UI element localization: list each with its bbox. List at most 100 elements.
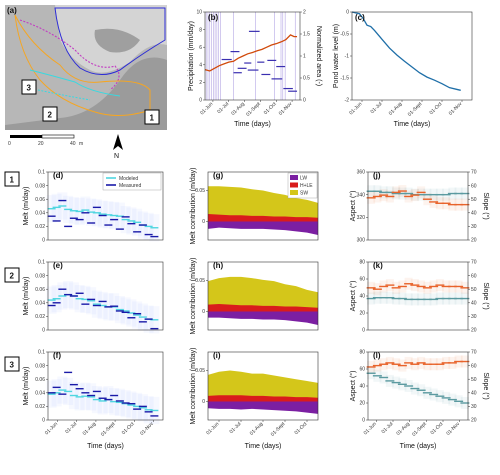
sw-area — [208, 186, 318, 222]
chart-k: 0 20 40 60 80 20 30 40 50 60 70 Aspect (°) Slope (°)… — [349, 260, 490, 334]
chart-l: 0 20 40 60 80 20 30 40 50 60 70 Aspect (°) Slope (°)… — [349, 350, 490, 450]
y-tick-label: 8 — [199, 27, 202, 33]
y-tick-label: 0.08 — [35, 363, 45, 369]
panel-label: (i) — [213, 351, 221, 360]
svg-text:m: m — [79, 141, 83, 147]
y-tick-label: 0.1 — [38, 350, 45, 356]
panel-label: (g) — [213, 171, 224, 180]
x-tick-label: 01-Sept — [407, 101, 424, 118]
plot-frame — [367, 171, 469, 241]
svg-text:1: 1 — [150, 114, 155, 123]
x-tick-label: 01-Aug — [230, 101, 246, 117]
y-tick-label: 0 — [42, 418, 45, 424]
y-tick-label: 0 — [202, 219, 205, 225]
svg-text:3: 3 — [27, 84, 32, 93]
x-tick-label: 01-Oct — [263, 101, 278, 116]
y-tick-label: 0.05 — [195, 368, 205, 374]
sw-area — [208, 276, 318, 312]
y-tick-label: 4 — [199, 63, 202, 69]
y2-tick-label: 30 — [471, 404, 477, 410]
panel-label: (j) — [373, 171, 381, 180]
y2-tick-label: 30 — [471, 314, 477, 320]
x-tick-label: 01-Jul — [381, 421, 395, 435]
x-tick-label: 01-Sept — [245, 101, 262, 118]
y-tick-label: 0.08 — [35, 273, 45, 279]
x-tick-label: 01-Jul — [64, 421, 78, 435]
y2-tick-label: 50 — [471, 197, 477, 203]
y-tick-label: 10 — [196, 10, 202, 16]
y2-tick-label: 60 — [471, 273, 477, 279]
panel-label: (k) — [373, 261, 383, 270]
y-tick-label: -1.5 — [340, 76, 349, 82]
y-tick-label: 40 — [359, 294, 365, 300]
y-tick-label: 80 — [359, 260, 365, 266]
y2-tick-label: 40 — [471, 391, 477, 397]
y-tick-label: 20 — [359, 311, 365, 317]
sw-area — [208, 370, 318, 402]
panel-label: (h) — [213, 261, 224, 270]
row-label-2: 2 — [4, 267, 20, 283]
panel-label: (l) — [373, 351, 381, 360]
legend-label: H+LE — [300, 183, 313, 189]
x-tick-label: 01-Jul — [370, 101, 384, 115]
y-tick-label: -1 — [345, 54, 350, 60]
chart-j: 300 320 340 360 20 30 40 50 60 70 Aspect (°) Slope … — [349, 170, 490, 244]
x-tick-label: 01-Jun — [205, 421, 220, 436]
y-axis-label: Aspect (°) — [349, 371, 357, 402]
chart-e: 0 0.02 0.04 0.06 0.08 0.1 Melt (m/day) (e) — [23, 260, 164, 334]
y-tick-label: 0.06 — [35, 287, 45, 293]
x-tick-label: 01-Aug — [82, 421, 98, 437]
y2-tick-label: 20 — [471, 238, 477, 244]
y-tick-label: 60 — [359, 367, 365, 373]
y2-tick-label: 70 — [471, 350, 477, 356]
x-tick-label: 01-Jun — [348, 101, 363, 116]
plot-frame — [204, 11, 301, 101]
legend-modeled-label: Modeled — [119, 176, 138, 182]
y-tick-label: 0.05 — [195, 278, 205, 284]
y-tick-label: 0 — [202, 309, 205, 315]
map-panel: (a) 3 2 1 0 20 40 m N — [5, 5, 167, 160]
map-site-3: 3 — [21, 79, 37, 95]
map-site-1: 1 — [144, 109, 160, 125]
y2-axis-label: Slope (°) — [482, 192, 490, 219]
x-tick-label: 01-Oct — [294, 421, 309, 436]
y2-tick-label: 40 — [471, 211, 477, 217]
x-tick-label: 01-Jul — [229, 421, 243, 435]
svg-text:2: 2 — [48, 111, 53, 120]
y-tick-label: 360 — [357, 170, 366, 176]
y-axis-label: Pond water level (m) — [333, 24, 340, 88]
map-site-2: 2 — [42, 106, 58, 122]
legend-box — [102, 172, 162, 191]
y-tick-label: 40 — [359, 384, 365, 390]
y-tick-label: 0.02 — [35, 224, 45, 230]
panel-label: (d) — [53, 171, 64, 180]
y-axis-label: Melt (m/day) — [23, 187, 30, 226]
y-axis-label: Aspect (°) — [349, 281, 357, 312]
area-line — [204, 34, 298, 72]
chart-f: 0 0.02 0.04 0.06 0.08 0.1 Melt (m/day) 01-Jun 01… — [23, 350, 164, 450]
x-axis-label: Time (days) — [234, 121, 271, 128]
svg-text:3: 3 — [10, 361, 15, 370]
plot-frame — [207, 171, 319, 241]
y-tick-label: 0.04 — [35, 301, 45, 307]
map-pond — [94, 28, 140, 53]
y-tick-label: 0 — [202, 399, 205, 405]
hle-area — [208, 214, 318, 222]
y2-tick-label: 70 — [471, 170, 477, 176]
plot-frame — [207, 261, 319, 331]
x-tick-label: 01-Nov — [448, 101, 464, 117]
y-axis-label: Melt contribution (m/day) — [190, 347, 197, 424]
y-tick-label: 0.1 — [38, 260, 45, 266]
y2-tick-label: 50 — [471, 287, 477, 293]
y-tick-label: 20 — [359, 401, 365, 407]
y-tick-label: 0.04 — [35, 211, 45, 217]
map-cyan-outline — [29, 69, 121, 97]
svg-text:20: 20 — [38, 141, 44, 147]
map-blue-outline — [54, 7, 166, 75]
y-tick-label: 0 — [362, 328, 365, 334]
lw-area — [208, 311, 318, 326]
hle-area — [208, 304, 318, 312]
